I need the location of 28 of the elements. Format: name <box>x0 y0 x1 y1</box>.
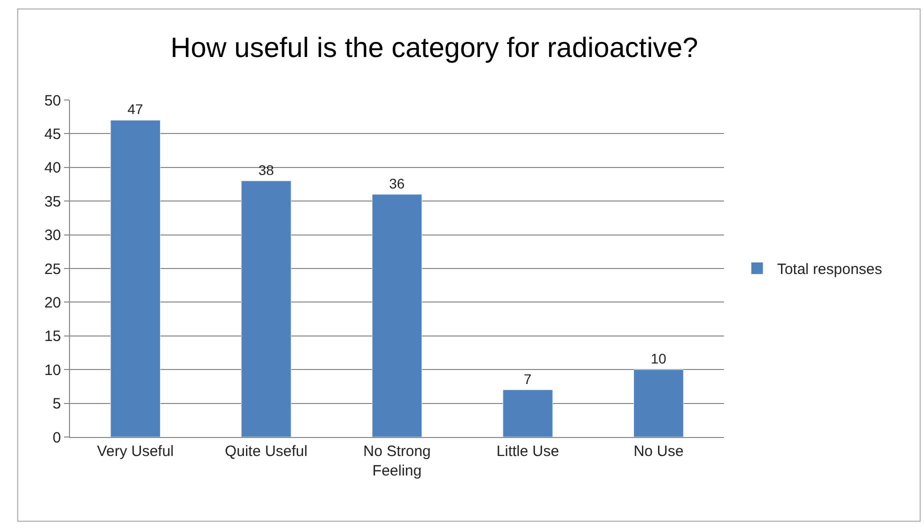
y-tick-label: 10 <box>44 362 61 379</box>
bar <box>634 369 684 437</box>
bar <box>502 390 553 437</box>
y-tick-label: 45 <box>44 126 61 143</box>
x-tick-label: No Strong Feeling <box>363 443 431 480</box>
data-label: 7 <box>524 370 532 387</box>
y-tick-label: 20 <box>44 294 61 312</box>
y-tick-label: 15 <box>44 328 61 346</box>
y-tick-label: 5 <box>52 396 61 413</box>
data-label: 47 <box>128 101 144 118</box>
data-label: 10 <box>650 350 666 367</box>
y-tick-label: 25 <box>44 260 61 278</box>
x-tick-label: Quite Useful <box>224 443 308 460</box>
chart-title: How useful is the category for radioactive? <box>170 32 698 63</box>
legend-label: Total responses <box>777 261 882 278</box>
data-label: 38 <box>258 162 274 178</box>
y-tick-label: 30 <box>44 227 61 244</box>
y-tick-label: 35 <box>44 193 61 210</box>
data-label: 36 <box>389 175 405 192</box>
bar <box>372 194 422 437</box>
y-tick-label: 50 <box>44 92 61 110</box>
x-tick-label: Little Use <box>496 443 560 460</box>
y-tick-label: 0 <box>52 429 61 446</box>
y-tick-label: 40 <box>44 160 61 177</box>
bar <box>110 120 160 437</box>
x-tick-label: Very Useful <box>97 443 174 460</box>
bar <box>241 180 292 437</box>
x-tick-label: No Use <box>634 443 684 460</box>
